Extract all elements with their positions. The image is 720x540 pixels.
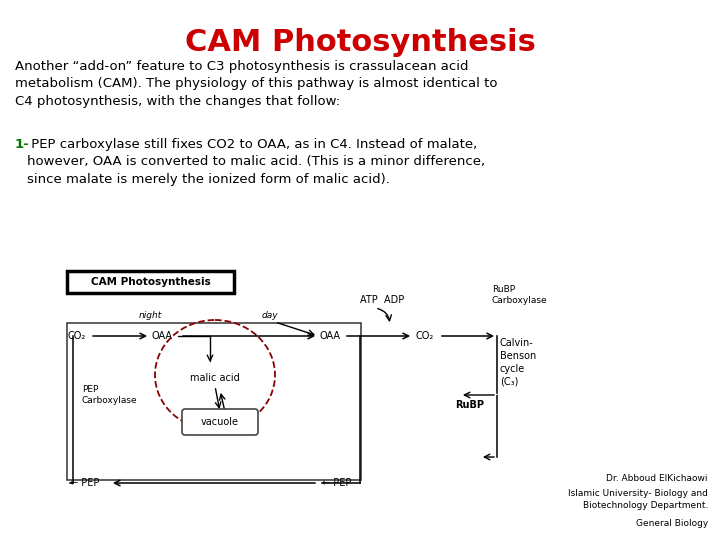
Text: ← PEP: ← PEP: [322, 478, 351, 488]
Text: ATP  ADP: ATP ADP: [360, 295, 404, 305]
FancyBboxPatch shape: [67, 271, 234, 293]
Text: RuBP: RuBP: [456, 400, 485, 410]
Text: Dr. Abboud ElKichaowi: Dr. Abboud ElKichaowi: [606, 474, 708, 483]
Text: night: night: [138, 311, 161, 320]
Text: CO₂: CO₂: [68, 331, 86, 341]
Text: Islamic University- Biology and
Biotechnology Department.: Islamic University- Biology and Biotechn…: [568, 489, 708, 510]
Text: day: day: [261, 311, 279, 320]
Text: vacuole: vacuole: [201, 417, 239, 427]
Text: PEP
Carboxylase: PEP Carboxylase: [82, 385, 138, 405]
Text: General Biology: General Biology: [636, 519, 708, 528]
Text: CAM Photosynthesis: CAM Photosynthesis: [184, 28, 536, 57]
Text: 1-: 1-: [15, 138, 30, 151]
Text: CAM Photosynthesis: CAM Photosynthesis: [91, 277, 210, 287]
Text: CO₂: CO₂: [415, 331, 433, 341]
Text: ← PEP: ← PEP: [70, 478, 99, 488]
FancyBboxPatch shape: [182, 409, 258, 435]
Text: OAA: OAA: [152, 331, 173, 341]
Text: Another “add-on” feature to C3 photosynthesis is crassulacean acid
metabolism (C: Another “add-on” feature to C3 photosynt…: [15, 60, 498, 108]
Text: malic acid: malic acid: [190, 373, 240, 383]
Text: Calvin-
Benson
cycle
(C₃): Calvin- Benson cycle (C₃): [500, 338, 536, 387]
Text: OAA: OAA: [320, 331, 341, 341]
Text: PEP carboxylase still fixes CO2 to OAA, as in C4. Instead of malate,
however, OA: PEP carboxylase still fixes CO2 to OAA, …: [27, 138, 485, 186]
Text: RuBP
Carboxylase: RuBP Carboxylase: [492, 285, 548, 305]
